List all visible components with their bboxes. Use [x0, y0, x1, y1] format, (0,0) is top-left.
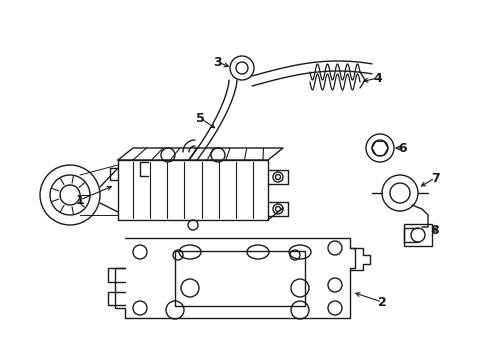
Text: 4: 4	[373, 72, 382, 85]
Text: 8: 8	[430, 224, 438, 237]
Text: 6: 6	[398, 141, 407, 154]
Text: 1: 1	[76, 194, 84, 207]
Text: 2: 2	[377, 296, 386, 309]
Text: 3: 3	[213, 55, 222, 68]
Text: 7: 7	[430, 171, 439, 185]
Text: 5: 5	[195, 112, 204, 125]
